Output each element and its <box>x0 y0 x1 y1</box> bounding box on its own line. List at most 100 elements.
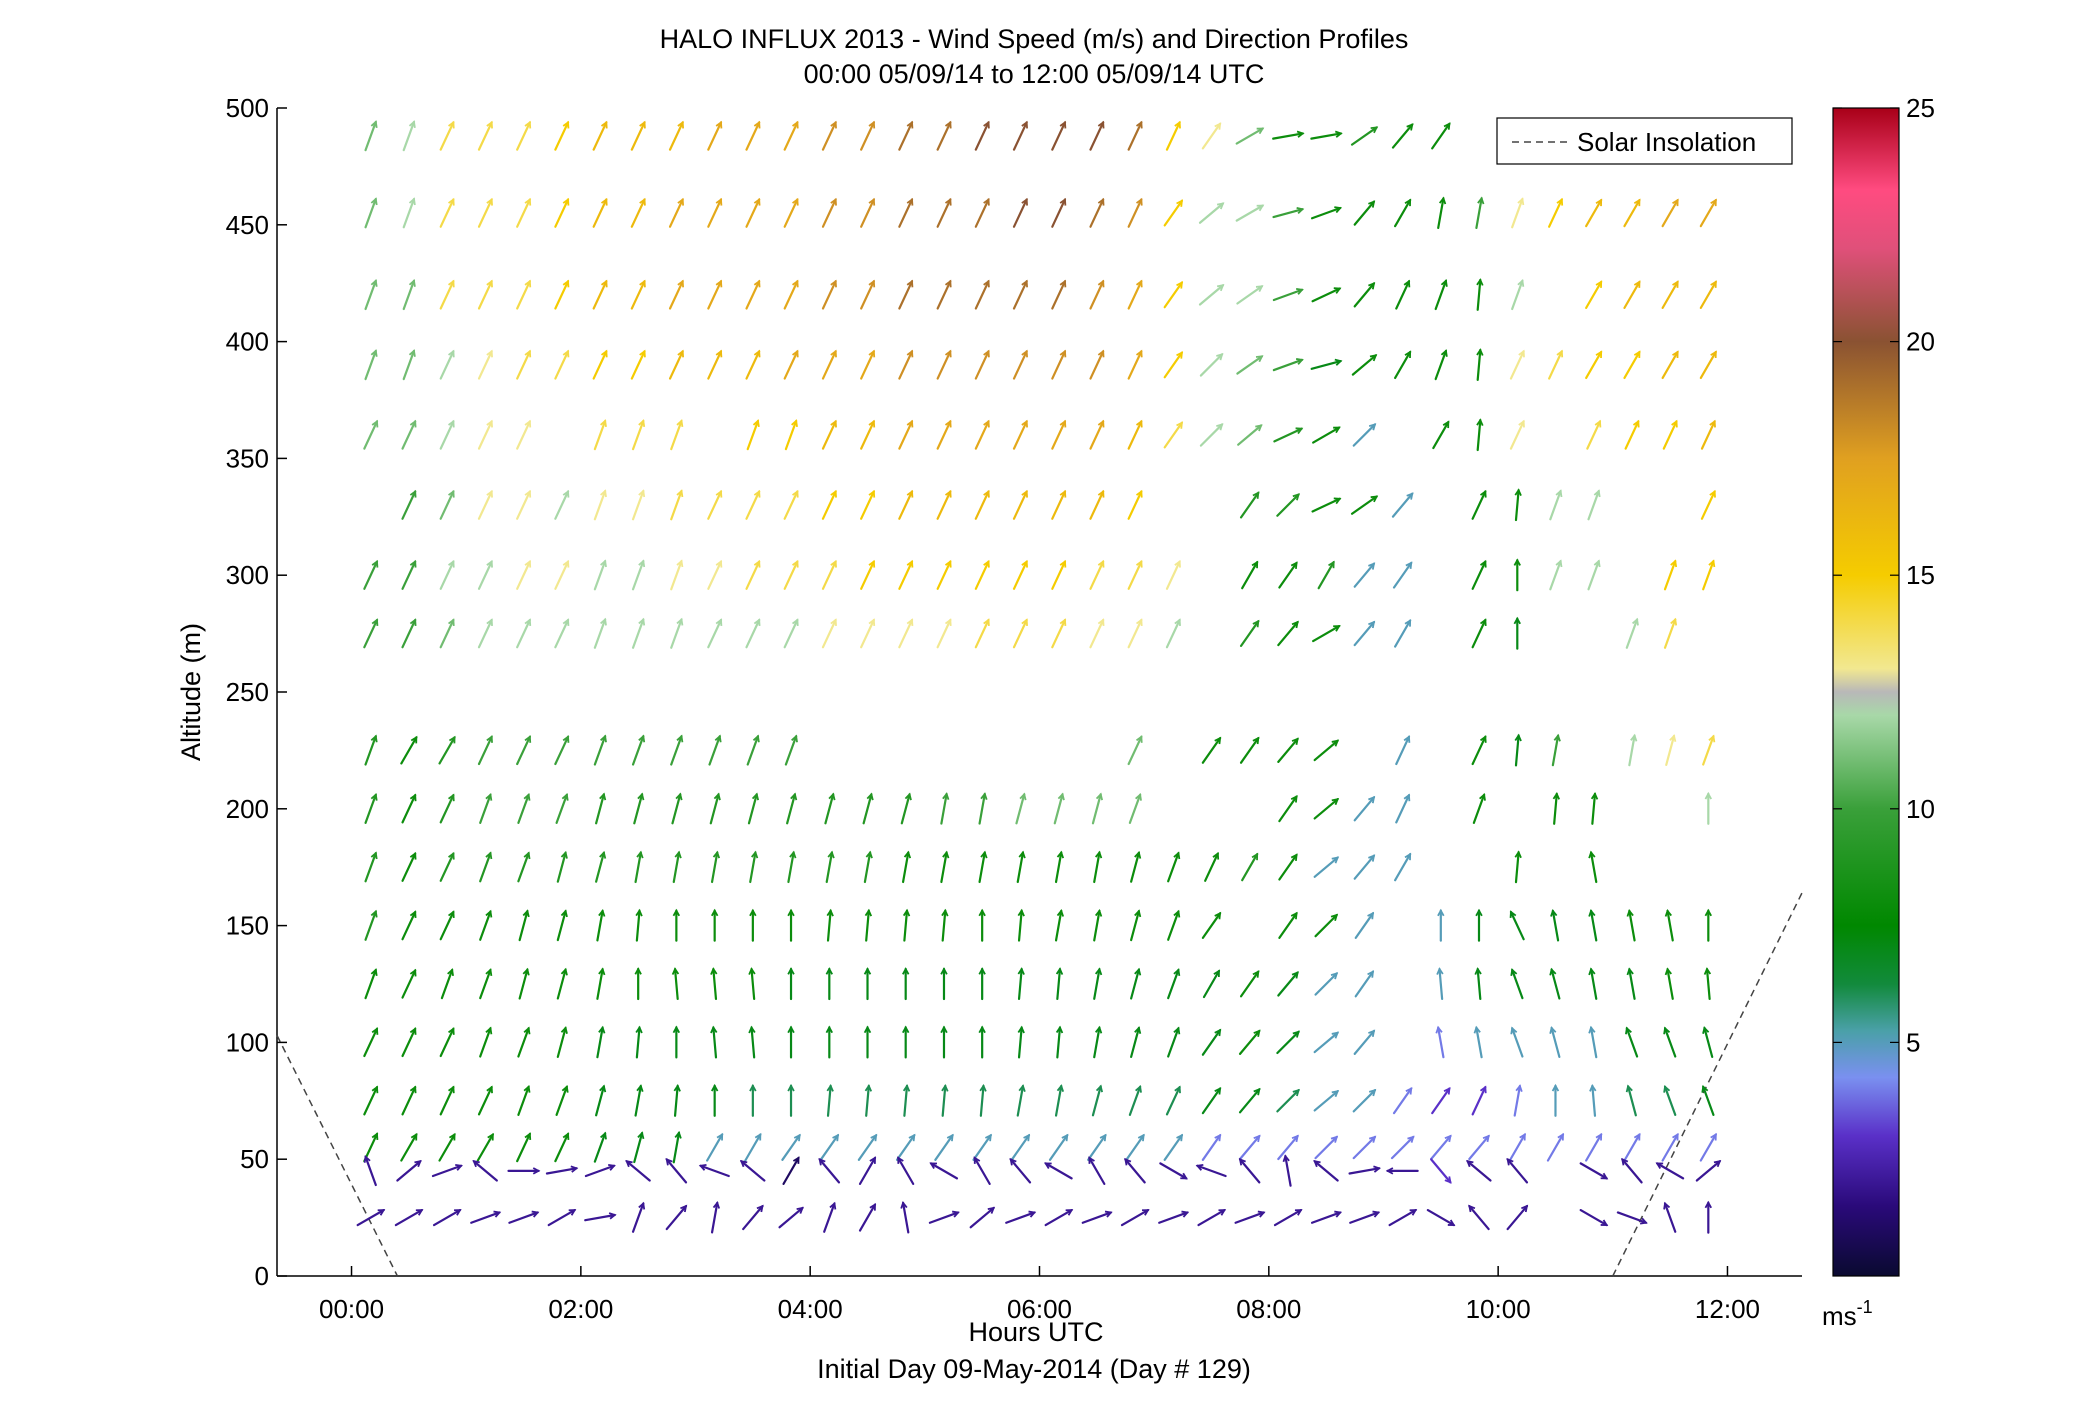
wind-vector-head <box>1409 1209 1418 1216</box>
wind-vector-head <box>830 489 837 498</box>
wind-vector <box>1348 1167 1381 1175</box>
wind-vector-head <box>472 1160 480 1168</box>
wind-vector <box>821 420 837 450</box>
wind-vector-head <box>371 1027 379 1035</box>
wind-vector-head <box>868 559 876 568</box>
wind-vector <box>518 968 529 1000</box>
wind-vector <box>439 1086 455 1116</box>
wind-vector-head <box>1253 1087 1261 1096</box>
wind-vector-head <box>561 792 569 801</box>
wind-vector-head <box>952 1210 960 1218</box>
wind-vector <box>1311 497 1341 513</box>
wind-vector <box>593 560 607 591</box>
wind-vector-head <box>1216 423 1224 431</box>
wind-vector <box>1514 489 1520 522</box>
wind-vector <box>401 1086 417 1116</box>
wind-vector-head <box>1252 619 1260 628</box>
wind-vector-head <box>1218 1209 1227 1216</box>
wind-vector-head <box>1094 908 1103 917</box>
wind-vector <box>1089 121 1105 151</box>
wind-vector-head <box>830 120 837 129</box>
wind-vector-head <box>634 967 642 975</box>
wind-vector-head <box>787 908 795 917</box>
wind-vector <box>1313 1160 1339 1182</box>
wind-vector-head <box>1473 1025 1481 1034</box>
wind-vector <box>1589 851 1598 884</box>
wind-vector-head <box>983 419 990 428</box>
wind-vector <box>1089 350 1105 380</box>
wind-vector-head <box>1663 1026 1671 1035</box>
wind-vector <box>786 793 797 825</box>
wind-vector-head <box>448 793 455 802</box>
wind-vector <box>1159 1162 1188 1180</box>
wind-vector <box>1476 418 1482 452</box>
wind-vector <box>936 618 952 649</box>
wind-vector <box>1431 122 1451 150</box>
wind-vector-head <box>944 349 952 358</box>
wind-vector <box>516 350 531 380</box>
wind-vector <box>1511 197 1524 229</box>
wind-vector-head <box>1195 1163 1204 1171</box>
wind-vector-head <box>1468 1204 1476 1213</box>
wind-vector-head <box>946 1133 954 1142</box>
wind-vector-head <box>1176 281 1183 289</box>
wind-vector <box>631 419 645 451</box>
wind-vector-head <box>639 197 646 206</box>
wind-vector-head <box>1021 349 1028 358</box>
wind-vector-head <box>1331 739 1340 747</box>
wind-vector-head <box>1333 287 1342 294</box>
wind-vector <box>974 350 990 380</box>
wind-vector <box>401 420 417 450</box>
wind-vector-head <box>636 850 644 859</box>
wind-vector-head <box>1290 561 1298 569</box>
wind-vector-head <box>448 1085 455 1094</box>
wind-vector <box>1705 967 1711 1001</box>
wind-vector-head <box>1056 1084 1065 1093</box>
wind-vector-head <box>1174 1085 1181 1094</box>
wind-vector-head <box>830 279 837 288</box>
wind-vector <box>1699 1133 1717 1162</box>
wind-vector <box>1468 1134 1490 1161</box>
wind-vector-head <box>715 559 723 568</box>
wind-vector <box>1044 1208 1073 1227</box>
wind-vector-head <box>409 489 417 498</box>
wind-vector-head <box>676 419 684 428</box>
wind-vector-head <box>1099 1133 1107 1142</box>
wind-vector-head <box>944 279 952 288</box>
wind-vector-head <box>1181 1210 1190 1218</box>
wind-vector <box>1199 353 1224 377</box>
y-tick-label: 150 <box>226 911 269 941</box>
wind-vector <box>1310 359 1342 370</box>
wind-vector <box>823 1202 836 1233</box>
wind-vector <box>1087 1134 1107 1161</box>
wind-vector <box>1353 200 1376 226</box>
wind-vector <box>1549 560 1562 591</box>
wind-vector-head <box>370 279 378 287</box>
wind-vector-head <box>1282 1154 1290 1163</box>
wind-vector <box>1128 1085 1142 1116</box>
wind-vector-head <box>1333 497 1342 505</box>
wind-vector-head <box>1672 198 1679 207</box>
wind-vector-head <box>1626 908 1634 917</box>
wind-vector <box>439 280 455 310</box>
wind-vector-head <box>1368 620 1376 629</box>
wind-vector-head <box>562 197 570 206</box>
wind-vector <box>1056 967 1062 1001</box>
wind-vector-head <box>1238 1157 1246 1166</box>
wind-vector-head <box>739 1160 748 1168</box>
wind-vector <box>1241 561 1259 590</box>
wind-vector <box>517 1027 530 1058</box>
wind-vector <box>1434 279 1448 311</box>
wind-vector <box>401 794 417 824</box>
wind-vector <box>668 121 684 151</box>
wind-vector <box>1163 421 1184 449</box>
wind-vector-head <box>1097 349 1105 358</box>
wind-vector-head <box>608 1163 616 1171</box>
wind-vector-head <box>485 1026 493 1035</box>
wind-vector-head <box>1290 911 1298 920</box>
wind-vector <box>825 851 834 884</box>
wind-vector <box>1235 127 1264 145</box>
wind-vector-head <box>371 1085 379 1094</box>
wind-vector <box>898 280 914 310</box>
wind-vector <box>364 349 377 381</box>
